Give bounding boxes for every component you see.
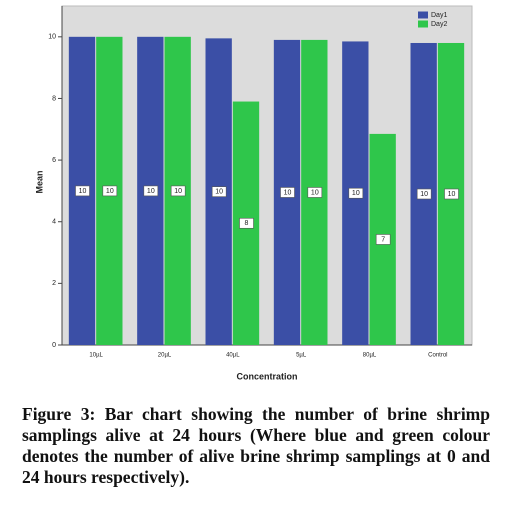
- plot-background: [61, 5, 473, 346]
- data-label-box: [170, 185, 186, 197]
- data-label-box: [444, 188, 459, 200]
- y-tick-label: 0: [52, 342, 56, 349]
- y-tick-label: 10: [48, 34, 56, 41]
- data-label-box: [416, 188, 432, 200]
- legend-label: Day2: [431, 21, 447, 28]
- data-label: 10: [147, 188, 155, 195]
- x-tick-label: Control: [428, 353, 447, 359]
- data-label: 10: [215, 189, 223, 196]
- data-label-box: [239, 217, 254, 229]
- y-tick-label: 4: [52, 219, 56, 226]
- data-label: 10: [448, 191, 456, 198]
- legend-label: Day1: [431, 12, 447, 19]
- legend-swatch: [418, 11, 428, 19]
- data-label: 10: [352, 190, 360, 197]
- data-label: 10: [79, 188, 87, 195]
- data-label: 10: [174, 188, 182, 195]
- x-tick-label: 10µL: [89, 353, 103, 359]
- data-label-box: [307, 187, 323, 198]
- chart: Mean Concentration 0 2 4 6 8 10 10µL 10 10 20µL 10…: [34, 5, 473, 381]
- data-label-box: [211, 186, 227, 197]
- data-label-box: [143, 185, 159, 197]
- x-axis-label: Concentration: [236, 371, 297, 381]
- data-label: 10: [284, 189, 292, 196]
- data-label-box: [375, 234, 391, 245]
- y-tick-label: 8: [52, 95, 56, 102]
- legend-swatch: [418, 20, 428, 28]
- x-tick-label: 40µL: [226, 353, 240, 359]
- data-label: 7: [381, 236, 385, 243]
- data-label: 10: [311, 189, 319, 196]
- x-tick-label: 80µL: [363, 353, 377, 359]
- data-label-box: [102, 185, 118, 197]
- data-label: 10: [420, 191, 428, 198]
- data-label: 10: [106, 188, 114, 195]
- data-label-box: [280, 187, 295, 198]
- x-tick-label: 20µL: [158, 353, 172, 359]
- figure-caption: Figure 3: Bar chart showing the number o…: [22, 404, 490, 487]
- data-label-box: [348, 187, 364, 199]
- y-tick-label: 6: [52, 157, 56, 164]
- data-label: 8: [245, 220, 249, 227]
- data-label-box: [75, 185, 90, 197]
- x-tick-label: 5µL: [296, 353, 307, 359]
- y-tick-label: 2: [52, 280, 56, 287]
- y-axis-label: Mean: [34, 170, 44, 193]
